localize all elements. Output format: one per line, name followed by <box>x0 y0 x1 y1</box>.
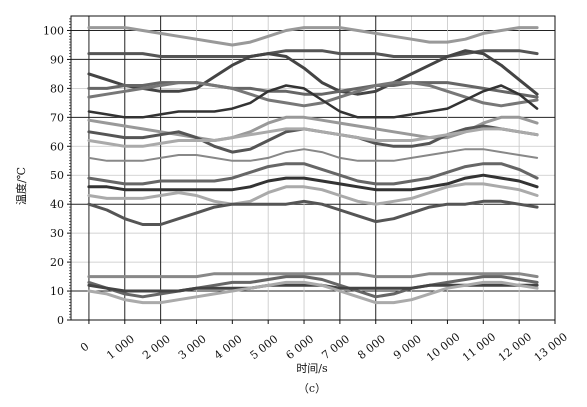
y-tick-label: 30 <box>50 227 64 240</box>
y-tick-label: 40 <box>50 198 64 211</box>
y-tick-label: 0 <box>57 314 64 327</box>
temperature-series-line-9 <box>87 127 539 148</box>
y-axis-label: 温度/℃ <box>14 167 28 205</box>
temperature-series-line-1 <box>87 26 539 47</box>
temperature-series-line-11 <box>87 162 539 186</box>
temperature-series-line-3 <box>87 49 539 96</box>
temperature-series-line-10 <box>87 148 539 162</box>
x-axis-label: 时间/s <box>296 362 328 375</box>
y-tick-label: 100 <box>43 24 64 37</box>
y-tick-label: 60 <box>50 140 64 153</box>
temperature-series-line-18 <box>87 280 539 305</box>
temperature-series-line-6 <box>87 84 539 119</box>
y-tick-label: 50 <box>50 169 64 182</box>
axis-layer <box>70 15 556 321</box>
y-tick-label: 90 <box>50 53 64 66</box>
y-tick-label: 20 <box>50 256 64 269</box>
temperature-series-line-5 <box>87 81 539 108</box>
temperature-series-line-2 <box>87 49 539 58</box>
plot-frame <box>70 15 556 321</box>
temperature-series-line-16 <box>87 275 539 299</box>
temperature-series-line-12 <box>87 173 539 192</box>
y-tick-label: 80 <box>50 82 64 95</box>
temperature-series-line-13 <box>87 182 539 206</box>
series-layer <box>87 26 539 305</box>
y-tick-label: 70 <box>50 111 64 124</box>
y-tick-label: 10 <box>50 285 64 298</box>
chart-caption: （c） <box>298 382 326 395</box>
temperature-series-line-14 <box>87 199 539 226</box>
temperature-series-line-15 <box>87 272 539 279</box>
